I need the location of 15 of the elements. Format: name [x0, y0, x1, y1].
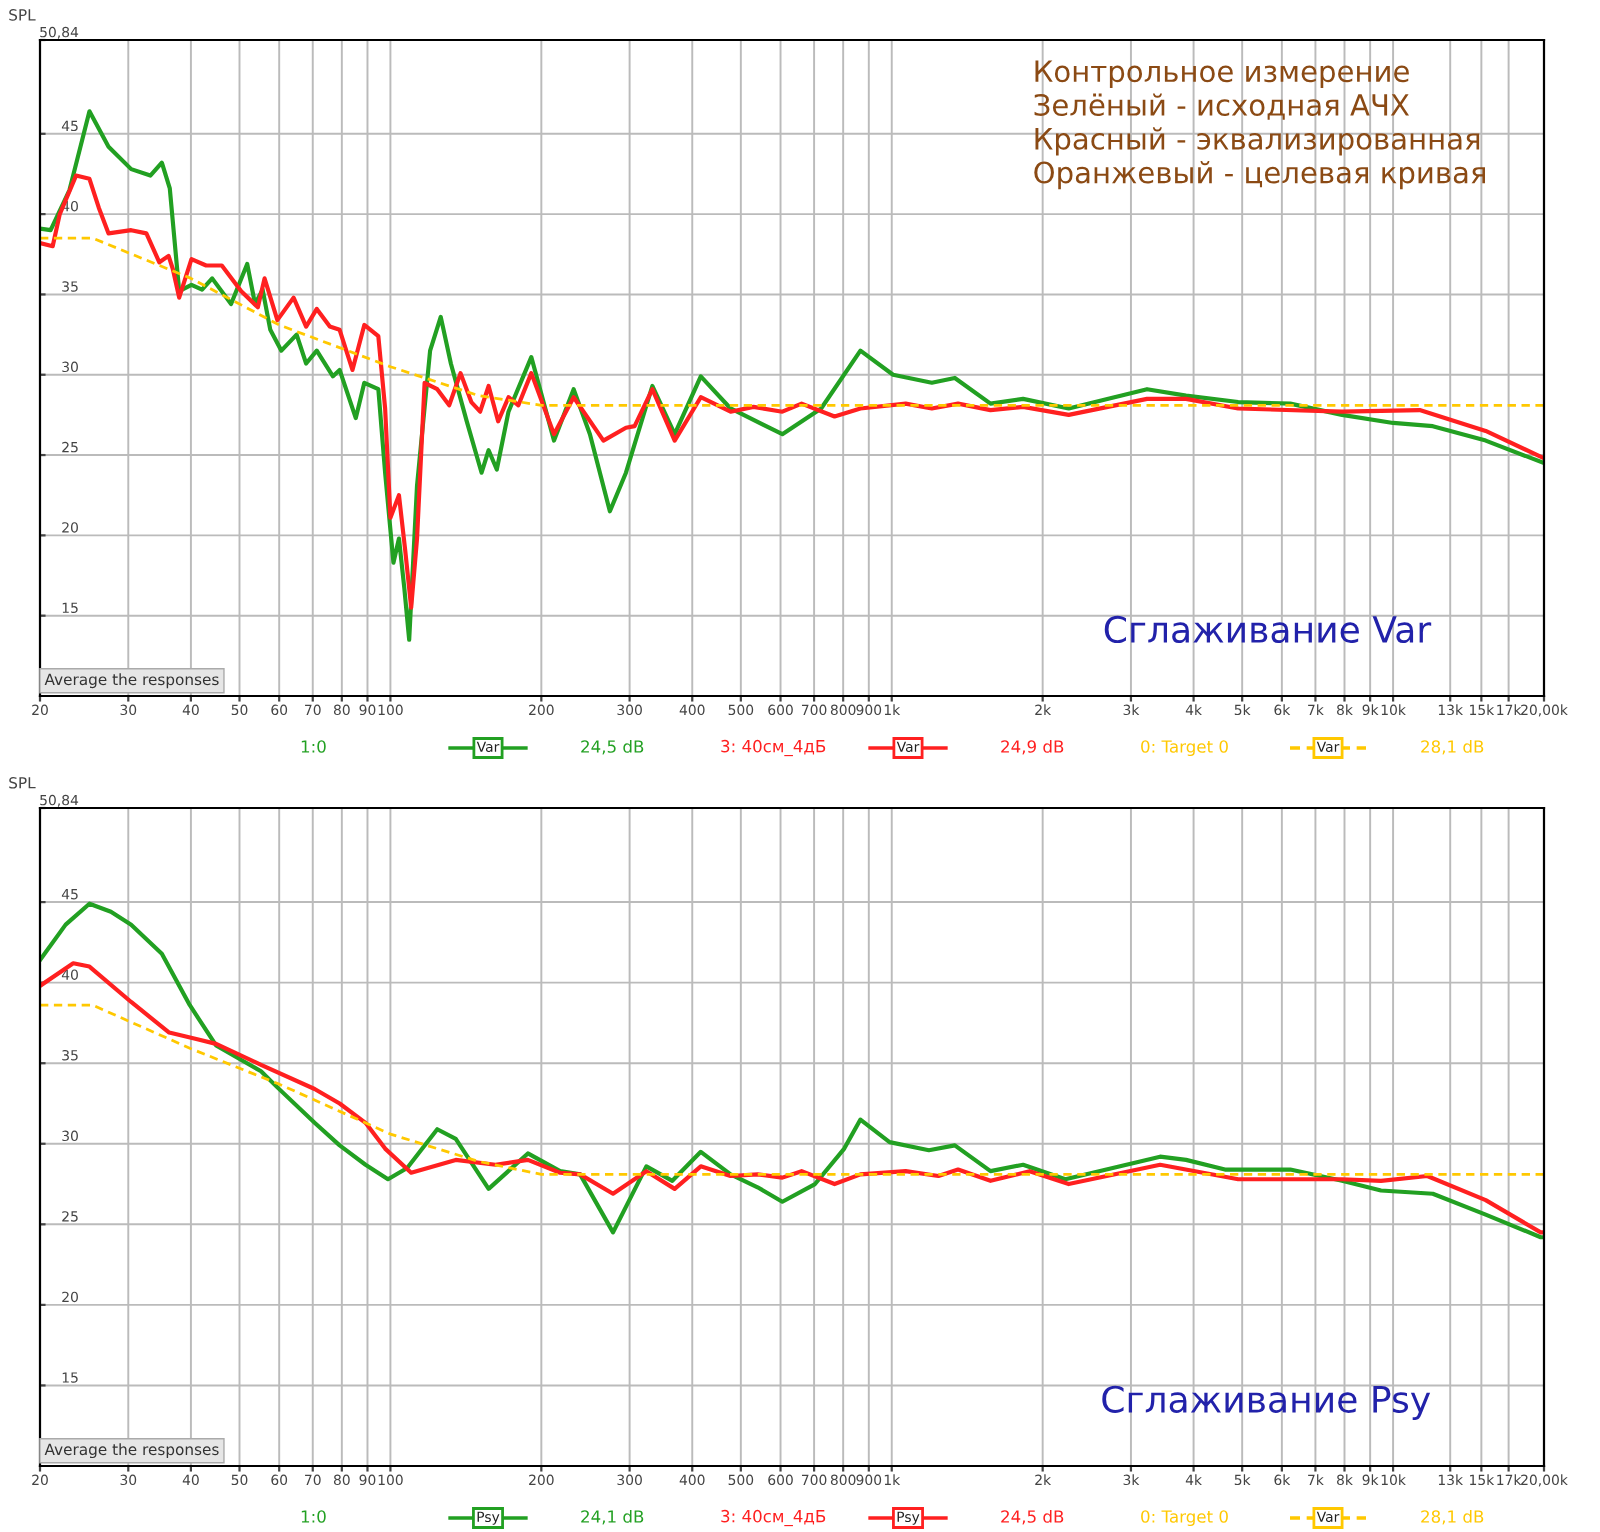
text: Контрольное измерение Зелёный - исходная АЧХ Красный - эквализированная Оранжевый - целевая кривая — [1034, 60, 1485, 190]
text: 28,1 dB — [1421, 1509, 1484, 1525]
text: 0: Target 0 — [1141, 1510, 1228, 1527]
text: 3: 40см_4дБ — [721, 739, 826, 757]
text: 3: 40см_4дБ — [721, 1509, 826, 1527]
text: 1:0 — [301, 1510, 326, 1523]
text: 28,1 dB — [1421, 739, 1484, 755]
text: 24,9 dB — [1001, 739, 1064, 755]
text: 1:0 — [301, 740, 326, 753]
text: 0: Target 0 — [1141, 740, 1228, 757]
text: 24,1 dB — [581, 1509, 644, 1525]
text: Сглаживание Var — [1104, 615, 1432, 644]
text: Сглаживание Psy — [1102, 1385, 1431, 1420]
text: 24,5 dB — [1001, 1509, 1064, 1525]
text: 24,5 dB — [581, 739, 644, 755]
